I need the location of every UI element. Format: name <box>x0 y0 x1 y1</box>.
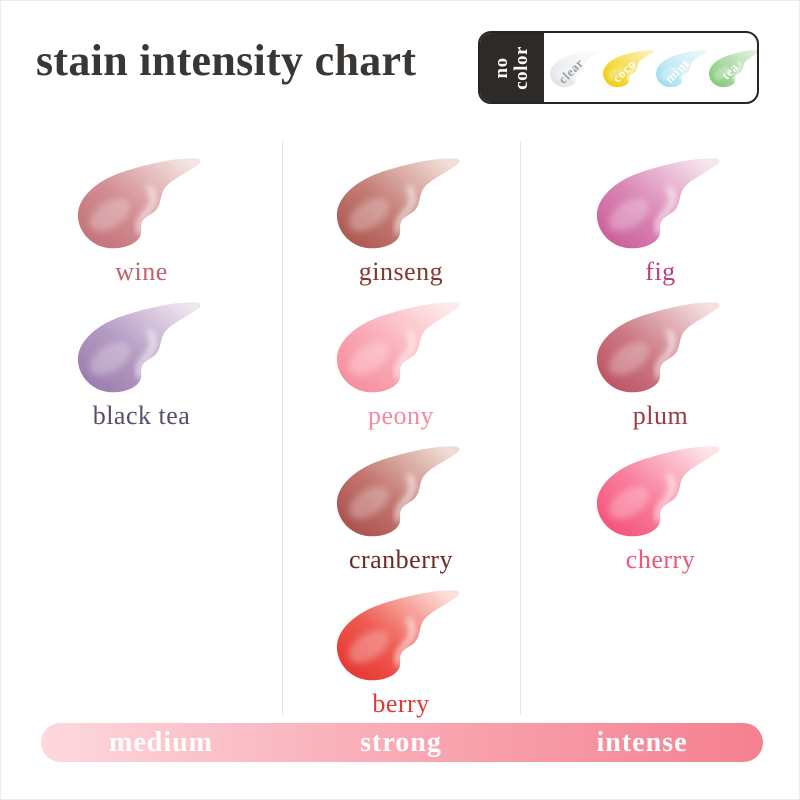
shade-label: cranberry <box>348 545 454 574</box>
shade-cell: plum <box>520 285 799 430</box>
intensity-label-strong: strong <box>360 726 442 758</box>
column-divider <box>282 141 283 715</box>
shade-label: cherry <box>625 545 696 574</box>
intensity-gradient-bar: medium strong intense <box>41 723 763 762</box>
column-medium: wine black tea <box>1 141 282 717</box>
no-color-swatch-row: clear coco <box>544 33 757 102</box>
shade-cell: fig <box>520 141 799 286</box>
page-title: stain intensity chart <box>36 36 417 85</box>
no-color-swatch-clear: clear <box>546 39 607 97</box>
shade-cell: berry <box>282 573 520 718</box>
shade-label: black tea <box>92 401 191 430</box>
intensity-label-intense: intense <box>596 726 688 758</box>
column-strong: ginseng peony <box>282 141 520 718</box>
shade-swatch-ginseng <box>325 145 477 259</box>
shade-label: peony <box>367 401 435 430</box>
shade-label: ginseng <box>358 257 444 286</box>
column-divider <box>520 141 521 715</box>
shade-cell: ginseng <box>282 141 520 286</box>
intensity-label-medium: medium <box>109 726 213 758</box>
no-color-label: no color <box>491 45 532 90</box>
no-color-swatch-tea: tea <box>705 39 757 97</box>
shade-swatch-wine <box>66 145 218 259</box>
shade-label: fig <box>645 257 676 286</box>
no-color-label-panel: no color <box>480 33 544 102</box>
shade-grid: wine black tea <box>1 141 799 718</box>
shade-swatch-fig <box>585 145 737 259</box>
shade-cell: cranberry <box>282 429 520 574</box>
shade-swatch-cranberry <box>325 433 477 547</box>
no-color-swatch-mint: mint <box>652 39 713 97</box>
shade-cell: wine <box>1 141 282 286</box>
shade-label: berry <box>372 689 430 718</box>
no-color-legend: no color clear <box>478 31 759 104</box>
shade-swatch-berry <box>325 577 477 691</box>
shade-swatch-plum <box>585 289 737 403</box>
shade-cell: peony <box>282 285 520 430</box>
shade-label: plum <box>632 401 689 430</box>
shade-swatch-peony <box>325 289 477 403</box>
shade-cell: black tea <box>1 285 282 430</box>
shade-swatch-black-tea <box>66 289 218 403</box>
column-intense: fig plum <box>520 141 799 717</box>
shade-cell: cherry <box>520 429 799 574</box>
no-color-swatch-coco: coco <box>599 39 660 97</box>
shade-label: wine <box>115 257 168 286</box>
shade-swatch-cherry <box>585 433 737 547</box>
